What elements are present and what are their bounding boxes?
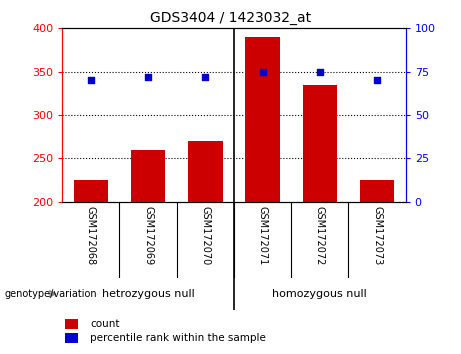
Text: homozygous null: homozygous null (272, 289, 367, 299)
Bar (188, 141, 223, 202)
Point (87, 78, 95, 83)
Bar (131, 150, 165, 202)
Point (316, 69, 324, 75)
Text: hetrozygous null: hetrozygous null (102, 289, 195, 299)
Text: GSM172073: GSM172073 (372, 206, 382, 265)
Text: GSM172068: GSM172068 (86, 206, 96, 265)
Text: GSM172070: GSM172070 (201, 206, 210, 265)
Text: GDS3404 / 1423032_at: GDS3404 / 1423032_at (150, 11, 311, 25)
Bar (360, 180, 394, 202)
Point (144, 74, 152, 80)
Bar (302, 85, 337, 202)
Point (201, 74, 209, 80)
Text: GSM172069: GSM172069 (143, 206, 153, 265)
Point (259, 69, 266, 75)
Bar (74, 180, 108, 202)
Point (373, 78, 381, 83)
Bar (245, 37, 280, 202)
Text: GSM172071: GSM172071 (258, 206, 267, 265)
Text: count: count (90, 319, 119, 329)
Text: genotype/variation: genotype/variation (5, 289, 97, 299)
Text: GSM172072: GSM172072 (315, 206, 325, 265)
Text: percentile rank within the sample: percentile rank within the sample (90, 333, 266, 343)
